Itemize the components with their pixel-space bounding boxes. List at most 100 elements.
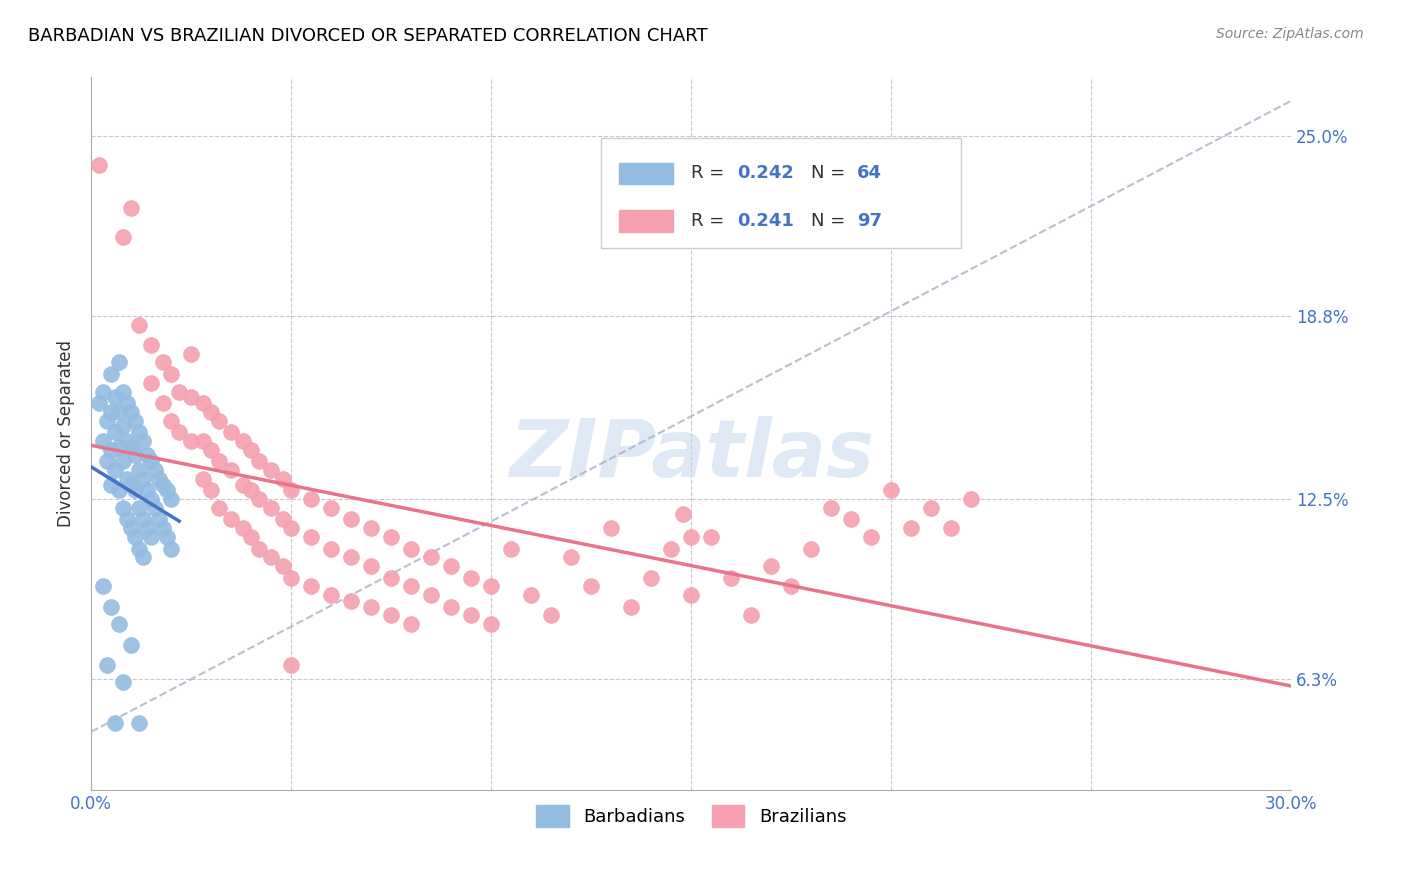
Point bbox=[141, 338, 163, 352]
Point bbox=[240, 483, 263, 498]
Point bbox=[180, 390, 202, 404]
Point bbox=[600, 521, 623, 535]
Point bbox=[280, 571, 302, 585]
Point bbox=[700, 530, 723, 544]
Point bbox=[193, 472, 215, 486]
Text: 0.242: 0.242 bbox=[737, 164, 794, 182]
Point bbox=[96, 454, 118, 468]
Point bbox=[104, 716, 127, 731]
Point bbox=[880, 483, 903, 498]
Point bbox=[240, 442, 263, 457]
Point bbox=[299, 530, 322, 544]
Point bbox=[380, 530, 402, 544]
Point bbox=[761, 559, 783, 574]
Point bbox=[152, 521, 174, 535]
Text: R =: R = bbox=[692, 211, 730, 230]
Point bbox=[100, 599, 122, 614]
Point bbox=[132, 512, 155, 526]
Point bbox=[112, 419, 135, 434]
Point bbox=[247, 492, 270, 507]
Text: Source: ZipAtlas.com: Source: ZipAtlas.com bbox=[1216, 27, 1364, 41]
Point bbox=[141, 376, 163, 390]
Point bbox=[420, 588, 443, 602]
Point bbox=[148, 512, 170, 526]
Point bbox=[141, 530, 163, 544]
Point bbox=[460, 608, 482, 623]
Text: 64: 64 bbox=[856, 164, 882, 182]
Point bbox=[128, 425, 150, 440]
Point bbox=[560, 550, 582, 565]
Point bbox=[659, 541, 682, 556]
Point bbox=[299, 492, 322, 507]
Point bbox=[104, 463, 127, 477]
Point bbox=[143, 463, 166, 477]
Point bbox=[720, 571, 742, 585]
Point bbox=[941, 521, 963, 535]
Point bbox=[100, 405, 122, 419]
Point bbox=[96, 657, 118, 672]
Point bbox=[399, 617, 422, 632]
Point bbox=[193, 396, 215, 410]
Point bbox=[128, 318, 150, 332]
Point bbox=[960, 492, 983, 507]
Point bbox=[152, 355, 174, 369]
Point bbox=[100, 367, 122, 381]
Point bbox=[100, 442, 122, 457]
Point bbox=[112, 675, 135, 690]
Point bbox=[380, 571, 402, 585]
Point bbox=[800, 541, 823, 556]
Text: ZIPatlas: ZIPatlas bbox=[509, 416, 873, 494]
Point bbox=[112, 230, 135, 244]
Point bbox=[167, 425, 190, 440]
Point bbox=[299, 579, 322, 593]
Point bbox=[108, 405, 131, 419]
Point bbox=[581, 579, 603, 593]
Point bbox=[120, 405, 142, 419]
Point bbox=[89, 158, 111, 172]
Point bbox=[340, 594, 363, 608]
Point bbox=[160, 541, 183, 556]
Point bbox=[115, 512, 138, 526]
Point bbox=[321, 500, 343, 515]
Point bbox=[501, 541, 523, 556]
Point bbox=[104, 390, 127, 404]
Point bbox=[860, 530, 883, 544]
Point bbox=[360, 599, 382, 614]
Point bbox=[360, 559, 382, 574]
Point bbox=[520, 588, 543, 602]
Point bbox=[120, 521, 142, 535]
Point bbox=[91, 579, 114, 593]
Point bbox=[280, 521, 302, 535]
Y-axis label: Divorced or Separated: Divorced or Separated bbox=[58, 340, 75, 527]
Point bbox=[380, 608, 402, 623]
Point bbox=[124, 449, 146, 463]
Point bbox=[280, 657, 302, 672]
Point bbox=[232, 434, 254, 448]
Point bbox=[120, 477, 142, 491]
Point bbox=[271, 559, 294, 574]
Text: R =: R = bbox=[692, 164, 730, 182]
Point bbox=[540, 608, 562, 623]
Point bbox=[128, 500, 150, 515]
Point bbox=[120, 638, 142, 652]
Point bbox=[91, 434, 114, 448]
Point bbox=[152, 477, 174, 491]
Point bbox=[108, 355, 131, 369]
Point bbox=[132, 472, 155, 486]
Point bbox=[740, 608, 762, 623]
Point bbox=[900, 521, 922, 535]
Point bbox=[136, 449, 159, 463]
Point bbox=[820, 500, 842, 515]
Point bbox=[200, 442, 222, 457]
Point bbox=[143, 500, 166, 515]
Point bbox=[136, 483, 159, 498]
Point bbox=[148, 472, 170, 486]
Point bbox=[167, 384, 190, 399]
Point bbox=[141, 454, 163, 468]
Point bbox=[132, 550, 155, 565]
Point bbox=[460, 571, 482, 585]
Text: 97: 97 bbox=[856, 211, 882, 230]
Point bbox=[124, 530, 146, 544]
Point bbox=[104, 425, 127, 440]
Point bbox=[232, 521, 254, 535]
